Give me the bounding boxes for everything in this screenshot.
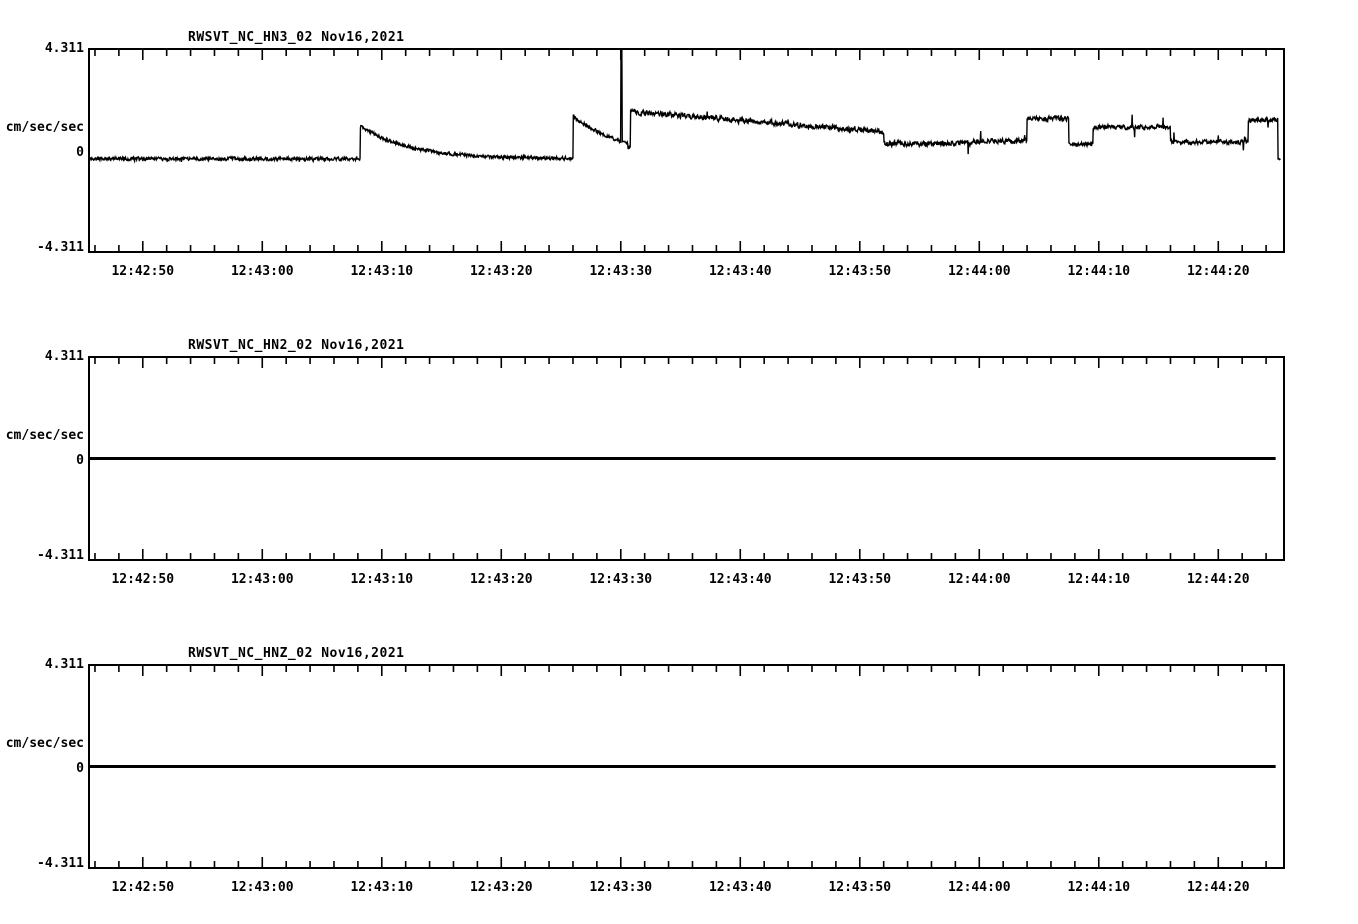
x-tick-label: 12:43:20: [469, 880, 533, 895]
y-axis-max-label-hn2: 4.311: [44, 349, 84, 364]
y-axis-unit-label-hn2: cm/sec/sec: [5, 428, 84, 443]
y-axis-unit-label-hn3: cm/sec/sec: [5, 120, 84, 135]
y-axis-max-label-hnz: 4.311: [44, 657, 84, 672]
x-tick-label: 12:43:50: [828, 880, 892, 895]
x-tick-label: 12:43:00: [230, 264, 294, 279]
x-tick-label: 12:43:40: [708, 880, 772, 895]
y-axis-min-label-hn2: -4.311: [37, 548, 84, 563]
seismogram-panel-hn3: RWSVT_NC_HN3_02 Nov16,2021 4.311 cm/sec/…: [0, 0, 1358, 308]
x-tick-label: 12:43:30: [589, 572, 653, 587]
panel-title-hn3: RWSVT_NC_HN3_02 Nov16,2021: [188, 30, 405, 45]
y-axis-zero-label-hn3: 0: [76, 145, 84, 160]
x-tick-label: 12:42:50: [111, 572, 175, 587]
x-tick-label: 12:44:20: [1186, 264, 1250, 279]
x-tick-label: 12:43:00: [230, 572, 294, 587]
x-axis-labels-hn3: 12:42:50 12:43:00 12:43:10 12:43:20 12:43:30…: [0, 264, 1358, 282]
x-tick-label: 12:43:30: [589, 880, 653, 895]
x-tick-label: 12:44:00: [947, 880, 1011, 895]
x-tick-label: 12:44:10: [1067, 264, 1131, 279]
x-tick-label: 12:44:20: [1186, 880, 1250, 895]
x-tick-label: 12:44:00: [947, 572, 1011, 587]
x-tick-label: 12:44:10: [1067, 572, 1131, 587]
y-axis-min-label-hn3: -4.311: [37, 240, 84, 255]
waveform-svg-hnz: [88, 664, 1285, 869]
seismogram-panel-hn2: RWSVT_NC_HN2_02 Nov16,2021 4.311 cm/sec/…: [0, 308, 1358, 616]
x-tick-label: 12:43:40: [708, 264, 772, 279]
y-axis-min-label-hnz: -4.311: [37, 856, 84, 871]
y-axis-max-label-hn3: 4.311: [44, 41, 84, 56]
waveform-svg-hn2: [88, 356, 1285, 561]
x-tick-label: 12:43:20: [469, 572, 533, 587]
plot-area-hn3: [88, 48, 1285, 253]
x-tick-label: 12:44:20: [1186, 572, 1250, 587]
plot-frame: [88, 48, 1285, 253]
y-axis-unit-label-hnz: cm/sec/sec: [5, 736, 84, 751]
x-tick-label: 12:43:10: [350, 572, 414, 587]
x-tick-label: 12:42:50: [111, 880, 175, 895]
x-axis-labels-hnz: 12:42:50 12:43:00 12:43:10 12:43:20 12:43:30…: [0, 880, 1358, 898]
waveform-svg-hn3: [88, 48, 1285, 253]
x-axis-labels-hn2: 12:42:50 12:43:00 12:43:10 12:43:20 12:43:30…: [0, 572, 1358, 590]
x-tick-label: 12:43:20: [469, 264, 533, 279]
x-tick-label: 12:43:40: [708, 572, 772, 587]
x-tick-label: 12:43:30: [589, 264, 653, 279]
x-tick-label: 12:44:00: [947, 264, 1011, 279]
x-tick-label: 12:43:10: [350, 264, 414, 279]
plot-area-hnz: [88, 664, 1285, 869]
x-tick-label: 12:43:50: [828, 264, 892, 279]
panel-title-hn2: RWSVT_NC_HN2_02 Nov16,2021: [188, 338, 405, 353]
y-axis-zero-label-hnz: 0: [76, 761, 84, 776]
x-tick-label: 12:42:50: [111, 264, 175, 279]
panel-title-hnz: RWSVT_NC_HNZ_02 Nov16,2021: [188, 646, 405, 661]
x-tick-label: 12:43:50: [828, 572, 892, 587]
x-tick-label: 12:43:00: [230, 880, 294, 895]
seismogram-panel-hnz: RWSVT_NC_HNZ_02 Nov16,2021 4.311 cm/sec/…: [0, 616, 1358, 924]
x-tick-label: 12:43:10: [350, 880, 414, 895]
plot-area-hn2: [88, 356, 1285, 561]
y-axis-zero-label-hn2: 0: [76, 453, 84, 468]
waveform-trace: [88, 48, 1281, 164]
x-tick-label: 12:44:10: [1067, 880, 1131, 895]
